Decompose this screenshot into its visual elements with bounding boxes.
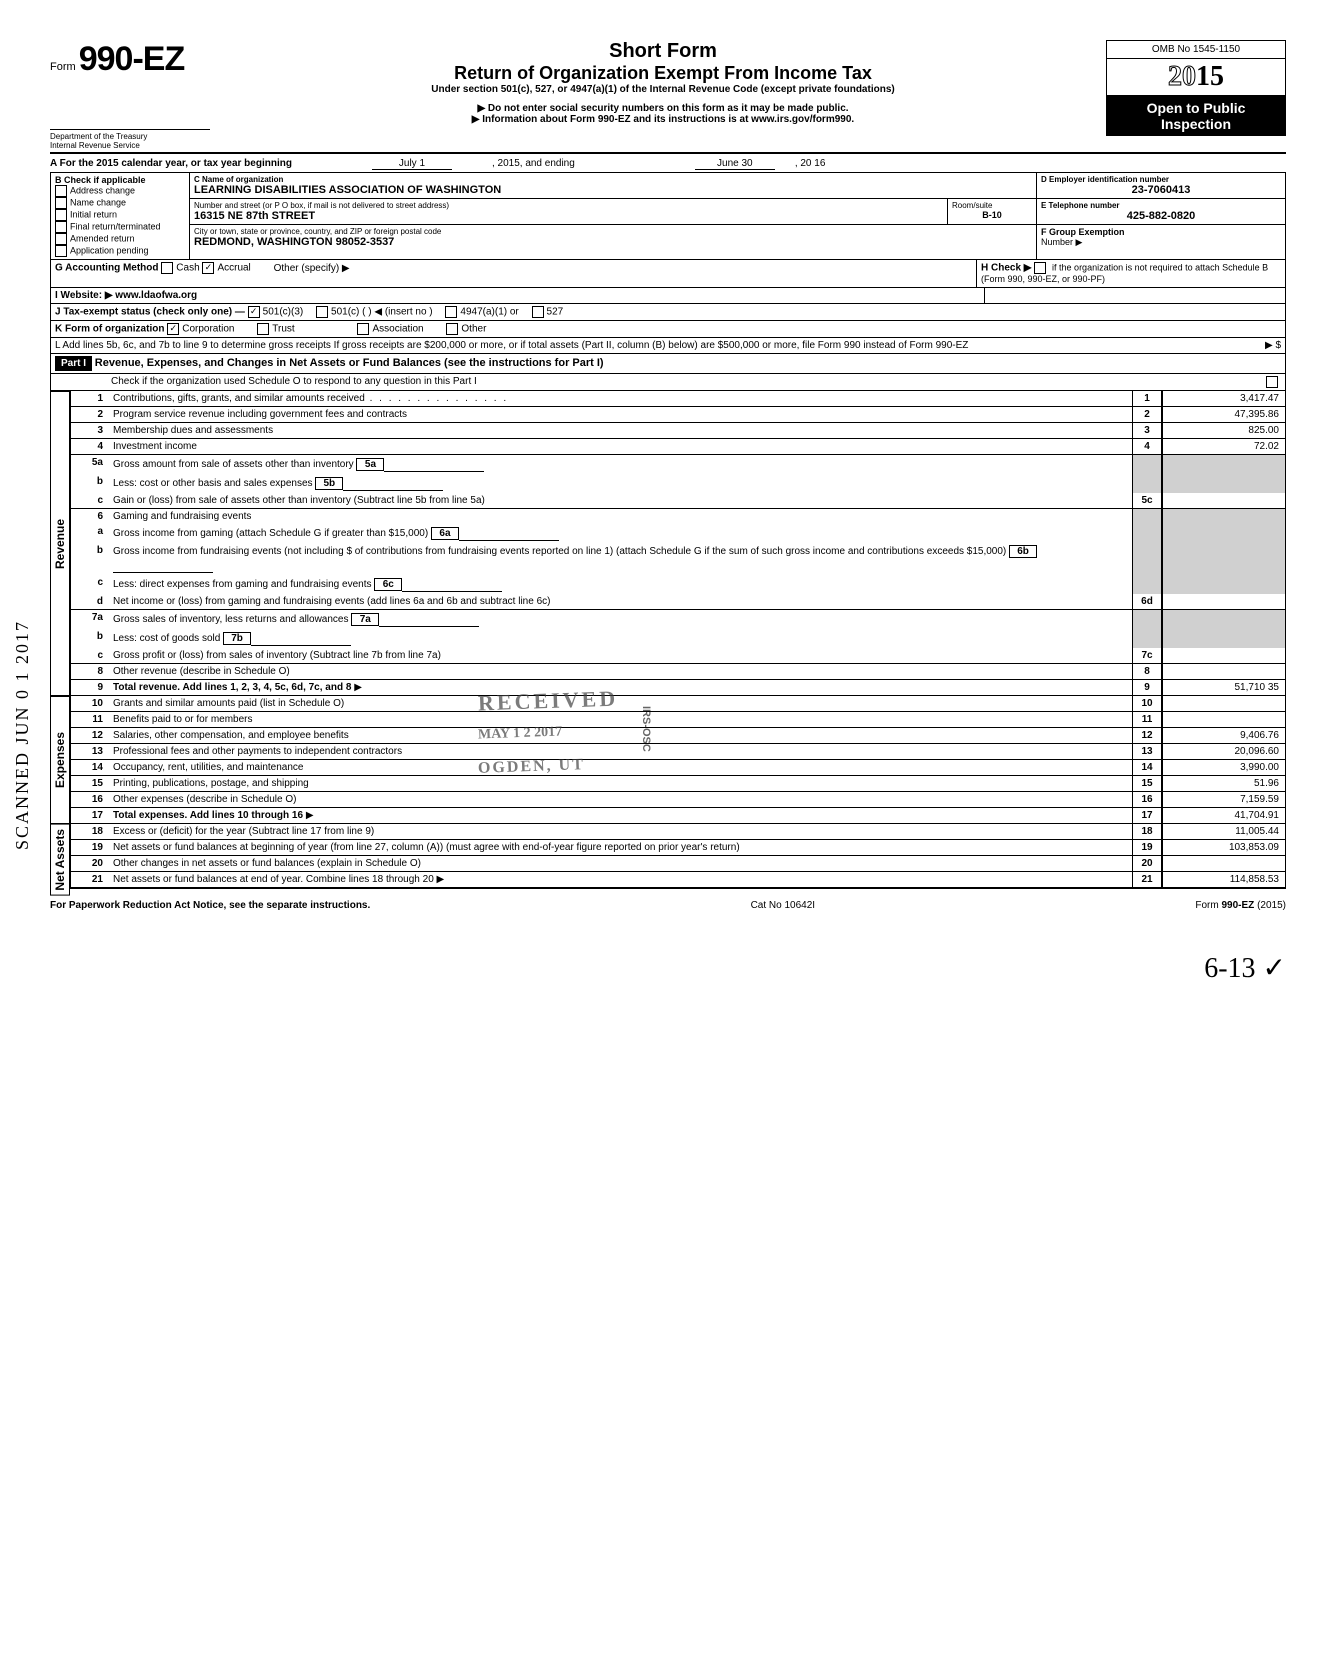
amt-8 [1162, 664, 1285, 679]
e-label: E Telephone number [1041, 201, 1281, 210]
title-short-form: Short Form [230, 40, 1096, 63]
scanned-stamp: SCANNED JUN 0 1 2017 [12, 620, 33, 850]
chk-accrual[interactable]: ✓ [202, 262, 214, 274]
header-info-table: B Check if applicable Address change Nam… [50, 172, 1286, 260]
chk-501c[interactable] [316, 306, 328, 318]
part1-title: Revenue, Expenses, and Changes in Net As… [95, 357, 604, 369]
paperwork-notice: For Paperwork Reduction Act Notice, see … [50, 900, 370, 911]
l-text: L Add lines 5b, 6c, and 7b to line 9 to … [55, 340, 1161, 351]
chk-cash[interactable] [161, 262, 173, 274]
stamp-irs-osc: IRS-OSC [640, 706, 652, 752]
chk-amended-return[interactable] [55, 233, 67, 245]
amt-3: 825.00 [1162, 423, 1285, 438]
amt-13: 20,096.60 [1162, 744, 1285, 759]
chk-trust[interactable] [257, 323, 269, 335]
amt-6d [1162, 594, 1285, 609]
street-label: Number and street (or P O box, if mail i… [194, 201, 943, 210]
amt-20 [1162, 856, 1285, 871]
chk-address-change[interactable] [55, 185, 67, 197]
title-return: Return of Organization Exempt From Incom… [230, 63, 1096, 84]
chk-association[interactable] [357, 323, 369, 335]
chk-527[interactable] [532, 306, 544, 318]
amt-10 [1162, 696, 1285, 711]
chk-application-pending[interactable] [55, 245, 67, 257]
chk-schedule-b[interactable] [1034, 262, 1046, 274]
amt-15: 51.96 [1162, 776, 1285, 791]
k-label: K Form of organization [55, 324, 164, 335]
city-state-zip: REDMOND, WASHINGTON 98052-3537 [194, 236, 1032, 248]
org-name: LEARNING DISABILITIES ASSOCIATION OF WAS… [194, 184, 1032, 196]
amt-4: 72.02 [1162, 439, 1285, 454]
f-label: F Group Exemption [1041, 227, 1281, 237]
amt-11 [1162, 712, 1285, 727]
info-line: ▶ Information about Form 990-EZ and its … [230, 114, 1096, 125]
stamp-date: MAY 1 2 2017 [470, 722, 571, 745]
amt-19: 103,853.09 [1162, 840, 1285, 855]
room-suite: B-10 [952, 210, 1032, 220]
website: www.ldaofwa.org [115, 290, 197, 301]
c-label: C Name of organization [194, 175, 1032, 184]
under-section: Under section 501(c), 527, or 4947(a)(1)… [230, 84, 1096, 95]
h-label: H Check ▶ [981, 263, 1031, 274]
i-label: I Website: ▶ [55, 290, 113, 301]
amt-1: 3,417.47 [1162, 391, 1285, 406]
expenses-side-label: Expenses [50, 696, 70, 824]
amt-21: 114,858.53 [1162, 872, 1285, 887]
part1-check-line: Check if the organization used Schedule … [111, 376, 1266, 388]
cat-no: Cat No 10642I [751, 900, 816, 911]
tax-year: 2015 [1106, 59, 1286, 96]
g-label: G Accounting Method [55, 263, 159, 274]
chk-initial-return[interactable] [55, 209, 67, 221]
form-ref: Form 990-EZ (2015) [1195, 900, 1286, 911]
city-label: City or town, state or province, country… [194, 227, 1032, 236]
chk-corporation[interactable]: ✓ [167, 323, 179, 335]
chk-501c3[interactable]: ✓ [248, 306, 260, 318]
page-footer: For Paperwork Reduction Act Notice, see … [50, 900, 1286, 911]
part1-tag: Part I [55, 356, 92, 371]
amt-12: 9,406.76 [1162, 728, 1285, 743]
amt-2: 47,395.86 [1162, 407, 1285, 422]
received-stamp: RECEIVED [470, 683, 627, 718]
amt-17: 41,704.91 [1162, 808, 1285, 823]
street: 16315 NE 87th STREET [194, 210, 943, 222]
room-label: Room/suite [952, 201, 1032, 210]
ein: 23-7060413 [1041, 184, 1281, 196]
amt-7c [1162, 648, 1285, 663]
amt-14: 3,990.00 [1162, 760, 1285, 775]
l-amount: ▶ $ [1161, 340, 1281, 351]
amt-16: 7,159.59 [1162, 792, 1285, 807]
chk-4947[interactable] [445, 306, 457, 318]
d-label: D Employer identification number [1041, 175, 1281, 184]
revenue-side-label: Revenue [50, 391, 70, 696]
dept-treasury: Department of the Treasury Internal Reve… [50, 129, 210, 150]
telephone: 425-882-0820 [1041, 210, 1281, 222]
stamp-ogden: OGDEN, UT [470, 754, 594, 780]
j-label: J Tax-exempt status (check only one) — [55, 307, 245, 318]
amt-9: 51,710 35 [1162, 680, 1285, 695]
form-header: Form 990-EZ Department of the Treasury I… [50, 40, 1286, 150]
form-number: Form 990-EZ [50, 40, 220, 79]
ssn-warning: ▶ Do not enter social security numbers o… [230, 103, 1096, 114]
open-public: Open to Public Inspection [1106, 96, 1286, 136]
chk-name-change[interactable] [55, 197, 67, 209]
row-a-tax-year: A For the 2015 calendar year, or tax yea… [50, 156, 1286, 172]
netassets-side-label: Net Assets [50, 824, 70, 896]
amt-18: 11,005.44 [1162, 824, 1285, 839]
f-label2: Number ▶ [1041, 237, 1281, 248]
handwritten-note: 6-13 ✓ [50, 951, 1286, 985]
b-label: B Check if applicable [55, 175, 185, 185]
chk-final-return[interactable] [55, 221, 67, 233]
chk-other-org[interactable] [446, 323, 458, 335]
amt-5c [1162, 493, 1285, 508]
chk-schedule-o[interactable] [1266, 376, 1278, 388]
omb-number: OMB No 1545-1150 [1106, 40, 1286, 59]
